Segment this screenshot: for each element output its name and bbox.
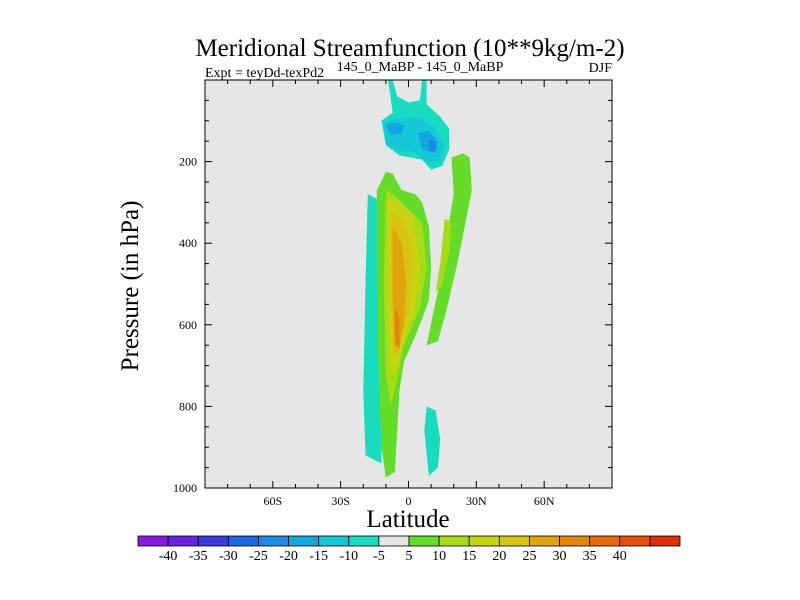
colorbar-label: -25: [249, 549, 268, 564]
contour-region-4: [428, 139, 436, 152]
colorbar-label: 20: [492, 549, 506, 564]
colorbar-box-12: [498, 535, 530, 547]
colorbar-box-3: [227, 535, 259, 547]
contour-region-2: [385, 122, 404, 136]
x-tick-label: 30S: [331, 494, 350, 508]
contour-region-6: [424, 406, 441, 476]
colorbar-label: -35: [189, 549, 208, 564]
colorbar-label: -5: [373, 549, 385, 564]
colorbar-label: -15: [309, 549, 328, 564]
colorbar-box-11: [468, 535, 500, 547]
x-tick-label: 30N: [466, 494, 487, 508]
colorbar-box-6: [318, 535, 350, 547]
y-axis-label: Pressure (in hPa): [117, 201, 144, 372]
colorbar-box-15: [589, 535, 621, 547]
colorbar-box-17: [649, 535, 681, 547]
colorbar-label: 35: [583, 549, 597, 564]
contour-regions: [363, 80, 472, 478]
colorbar-box-16: [619, 535, 651, 547]
colorbar-box-8: [378, 535, 410, 547]
x-axis-label: Latitude: [366, 506, 449, 533]
y-tick-label: 600: [179, 318, 197, 332]
chart-title: Meridional Streamfunction (10**9kg/m-2): [195, 35, 624, 62]
plot-area: 60S 30S 0 30N 60N 200 400 600 800 1000: [173, 79, 613, 508]
colorbar-label: 40: [613, 549, 627, 564]
colorbar-label: -30: [219, 549, 238, 564]
colorbar-label: -40: [159, 549, 178, 564]
colorbar-box-4: [258, 535, 289, 547]
y-tick-label: 200: [179, 155, 197, 169]
chart-subtitle-center: 145_0_MaBP - 145_0_MaBP: [337, 60, 504, 75]
chart-subtitle-right: DJF: [589, 61, 613, 76]
colorbar-label: 10: [432, 549, 446, 564]
x-tick-label: 60N: [534, 494, 555, 508]
y-tick-label: 800: [179, 399, 197, 413]
colorbar: -40 -35 -30 -25 -20 -15 -10 -5 5 10 15 20 25 30 35 40: [137, 535, 681, 564]
colorbar-label: -20: [279, 549, 298, 564]
colorbar-box-9: [408, 535, 440, 547]
colorbar-label: 15: [462, 549, 476, 564]
colorbar-box-0: [137, 535, 169, 547]
colorbar-box-14: [559, 535, 591, 547]
colorbar-label: 25: [522, 549, 536, 564]
colorbar-box-2: [197, 535, 229, 547]
contour-region-14: [394, 308, 400, 346]
colorbar-box-10: [438, 535, 470, 547]
x-tick-label: 60S: [263, 494, 282, 508]
colorbar-label: 5: [406, 549, 413, 564]
colorbar-box-13: [529, 535, 560, 547]
contour-region-10: [435, 218, 452, 293]
y-tick-label: 400: [179, 236, 197, 250]
chart-subtitle-left: Expt = teyDd-texPd2: [205, 66, 324, 81]
colorbar-box-5: [288, 535, 320, 547]
colorbar-label: -10: [339, 549, 358, 564]
colorbar-box-1: [167, 535, 199, 547]
colorbar-label: 30: [553, 549, 567, 564]
y-tick-label: 1000: [173, 481, 197, 495]
colorbar-box-7: [348, 535, 380, 547]
x-tick-label: 0: [406, 494, 412, 508]
axes: 60S 30S 0 30N 60N 200 400 600 800 1000: [173, 80, 612, 508]
